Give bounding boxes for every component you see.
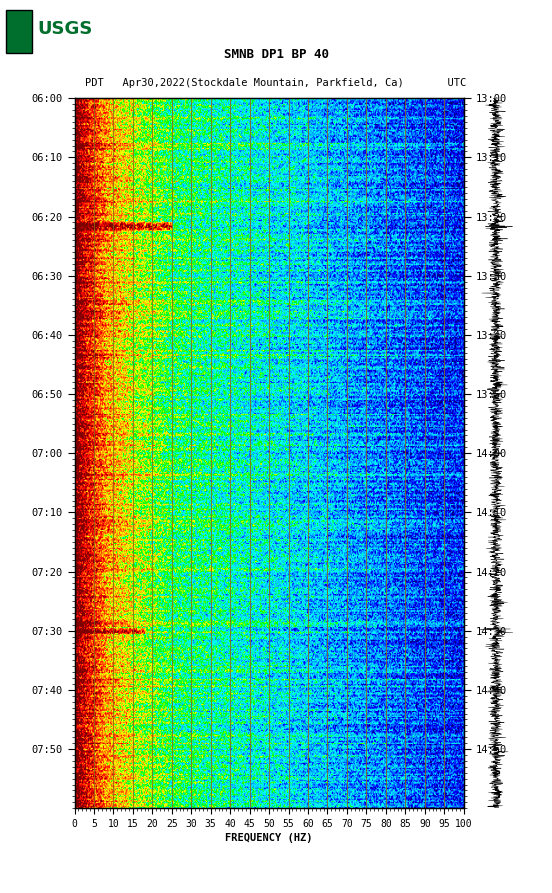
Text: PDT   Apr30,2022(Stockdale Mountain, Parkfield, Ca)       UTC: PDT Apr30,2022(Stockdale Mountain, Parkf… <box>86 78 466 88</box>
FancyBboxPatch shape <box>6 10 32 53</box>
Text: USGS: USGS <box>37 20 92 38</box>
X-axis label: FREQUENCY (HZ): FREQUENCY (HZ) <box>225 833 313 843</box>
Text: SMNB DP1 BP 40: SMNB DP1 BP 40 <box>224 48 328 62</box>
